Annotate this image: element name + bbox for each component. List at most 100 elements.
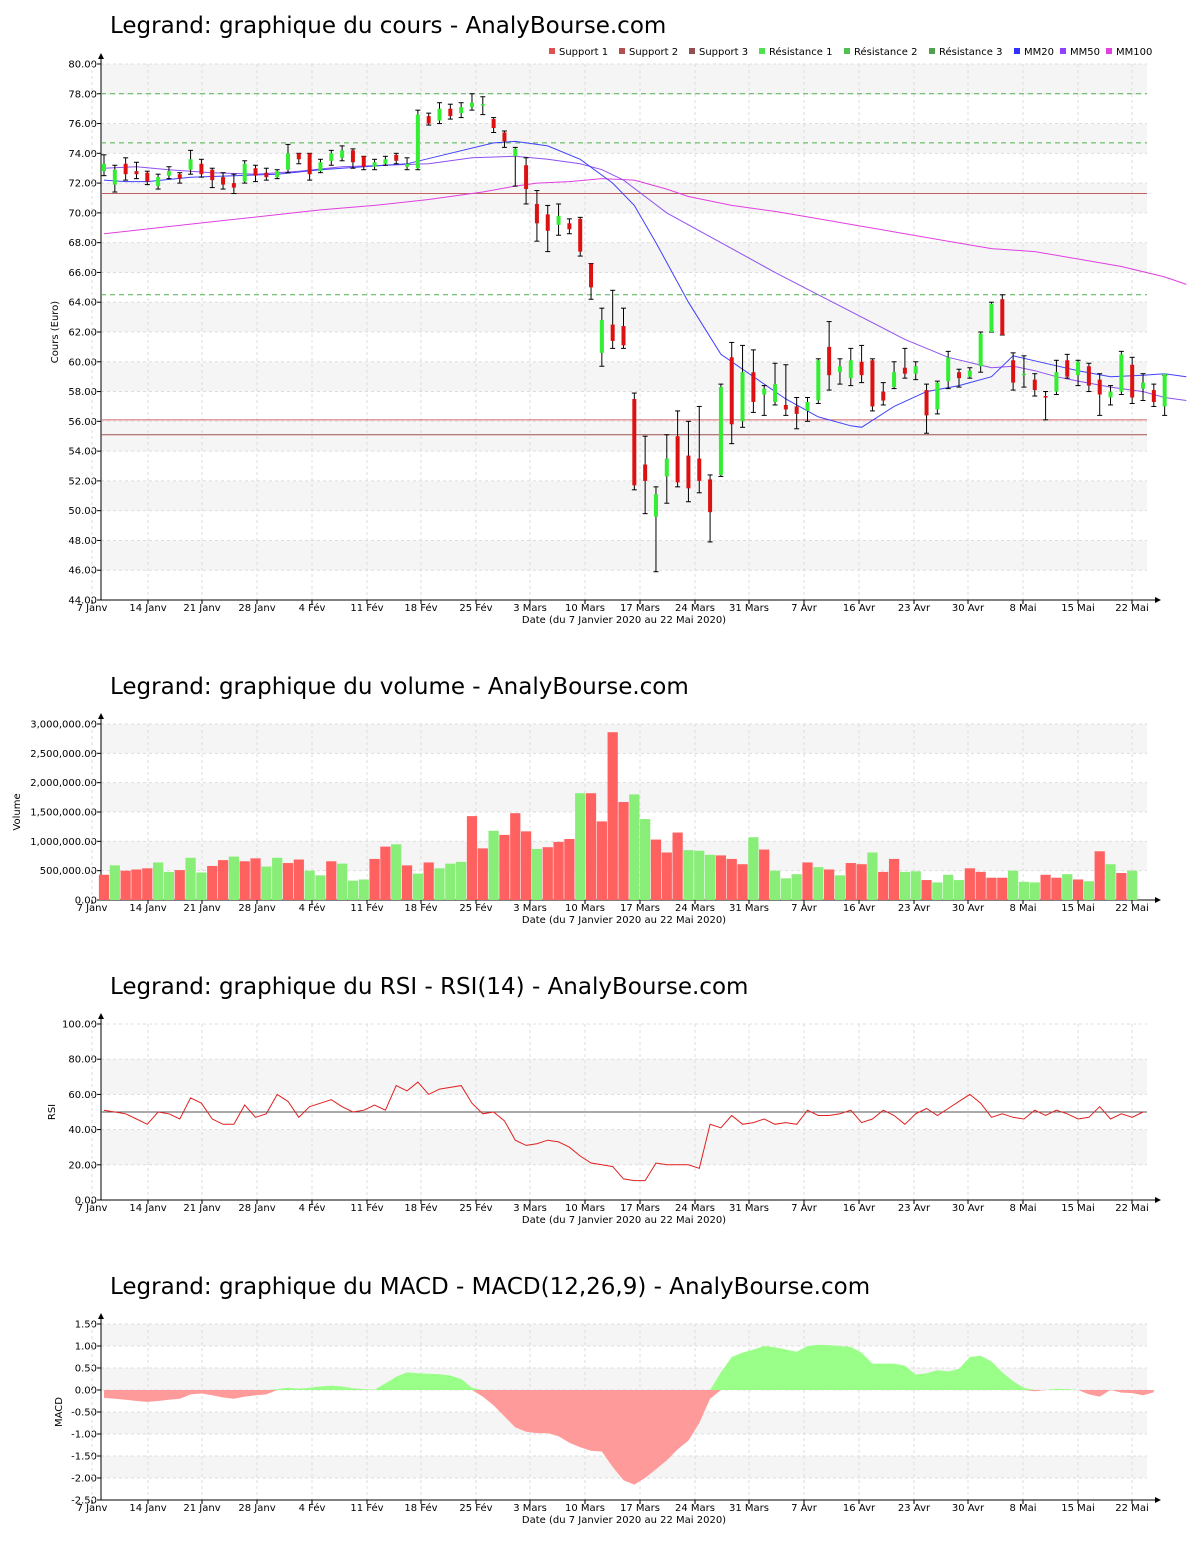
x-tick-label: 30 Avr: [952, 1503, 985, 1514]
volume-bar: [704, 854, 716, 900]
candle-body: [1141, 382, 1145, 389]
x-tick-label: 28 Janv: [238, 1203, 275, 1214]
x-tick-label: 7 Avr: [791, 603, 818, 614]
x-tick-label: 10 Mars: [565, 1503, 605, 1514]
grid-band: [101, 480, 1147, 511]
y-tick-label: 60.00: [68, 357, 97, 368]
x-tick-label: 3 Mars: [513, 1503, 547, 1514]
candle-body: [221, 177, 226, 185]
y-tick-label: 72.00: [68, 179, 97, 190]
candle-body: [102, 163, 106, 172]
chart-panel-0: 44.00 46.00 48.00 50.00 52.00 54.00 56.00 58.00…: [50, 13, 1187, 626]
volume-bar: [1008, 870, 1019, 900]
candle-body: [957, 372, 962, 379]
volume-bar: [661, 852, 672, 900]
candle-body: [946, 357, 951, 382]
candle-body: [718, 387, 723, 475]
x-tick-label: 18 Fév: [404, 902, 437, 914]
volume-bar: [943, 874, 954, 900]
volume-bar: [769, 870, 781, 900]
x-tick-label: 24 Mars: [675, 903, 715, 914]
volume-bar: [683, 850, 694, 900]
candle-body: [1032, 379, 1037, 391]
mm50-line: [103, 155, 1187, 401]
y-tick-label: 80.00: [68, 60, 97, 71]
x-tick-label: 15 Mai: [1061, 903, 1094, 914]
candle-body: [145, 172, 150, 182]
candle-body: [534, 203, 539, 224]
x-tick-label: 7 Avr: [791, 903, 818, 914]
candle-body: [1043, 396, 1048, 398]
candle-body: [1086, 366, 1091, 386]
legend-entry: Résistance 3: [939, 46, 1002, 58]
candle-body: [285, 153, 290, 170]
candle-body: [264, 172, 269, 178]
candle-body: [967, 370, 972, 377]
y-tick-label: -2.50: [71, 1496, 97, 1507]
legend-swatch: [844, 48, 850, 54]
volume-bar: [759, 849, 770, 900]
volume-bar: [98, 874, 110, 900]
grid-band: [101, 242, 1147, 273]
volume-bar: [282, 863, 294, 900]
x-tick-label: 11 Fév: [350, 1502, 383, 1514]
candle-body: [469, 102, 474, 108]
chart-title: Legrand: graphique du volume - AnalyBour…: [110, 674, 689, 700]
x-tick-label: 28 Janv: [238, 1503, 275, 1514]
grid-band: [101, 724, 1147, 754]
volume-bar: [607, 732, 618, 900]
x-tick-label: 21 Janv: [183, 603, 220, 614]
volume-bar: [228, 856, 239, 900]
volume-bar: [369, 858, 380, 900]
x-tick-label: 15 Mai: [1061, 603, 1094, 614]
candle-body: [643, 464, 648, 481]
volume-bar: [347, 880, 359, 900]
candle-body: [318, 162, 323, 172]
x-tick-label: 21 Janv: [183, 1503, 220, 1514]
candle-body: [653, 494, 658, 517]
y-tick-label: 68.00: [68, 238, 97, 249]
x-tick-label: 23 Avr: [898, 1203, 931, 1214]
volume-bar: [131, 869, 142, 900]
x-tick-label: 30 Avr: [952, 603, 985, 614]
y-axis-arrow: [98, 713, 104, 719]
x-tick-label: 23 Avr: [898, 903, 931, 914]
volume-bar: [217, 860, 229, 900]
x-tick-label: 14 Janv: [129, 903, 166, 914]
x-tick-label: 3 Mars: [513, 603, 547, 614]
volume-bar: [1072, 879, 1084, 900]
candle-body: [556, 215, 561, 225]
volume-bar: [1083, 881, 1094, 900]
y-axis-label: Volume: [12, 793, 23, 830]
candle-body: [123, 163, 128, 175]
candle-body: [978, 333, 983, 367]
chart-title: Legrand: graphique du MACD - MACD(12,26,…: [110, 1274, 870, 1300]
y-tick-label: 0.00: [75, 1196, 97, 1207]
grid-band: [101, 64, 1147, 94]
x-tick-label: 10 Mars: [565, 1203, 605, 1214]
x-tick-label: 15 Mai: [1061, 1203, 1094, 1214]
x-tick-label: 4 Fév: [299, 1202, 326, 1214]
candle-body: [1011, 360, 1016, 383]
volume-bar: [845, 863, 856, 900]
x-axis-arrow: [1155, 1197, 1161, 1203]
candle-body: [372, 162, 377, 167]
candle-body: [697, 458, 702, 481]
candle-body: [599, 320, 604, 353]
y-tick-label: 500,000.00: [40, 866, 97, 877]
candle-body: [805, 401, 810, 411]
candle-body: [1054, 372, 1059, 392]
x-tick-label: 18 Fév: [404, 1202, 437, 1214]
y-tick-label: 52.00: [68, 476, 97, 487]
volume-bar: [1062, 874, 1073, 900]
candle-body: [112, 169, 117, 185]
candle-body: [773, 384, 778, 402]
candle-body: [459, 107, 464, 114]
candle-body: [729, 357, 734, 425]
volume-bar: [618, 802, 629, 900]
volume-bar: [304, 870, 315, 900]
legend-swatch: [929, 48, 935, 54]
x-tick-label: 4 Fév: [299, 602, 326, 614]
volume-bar: [207, 865, 218, 900]
